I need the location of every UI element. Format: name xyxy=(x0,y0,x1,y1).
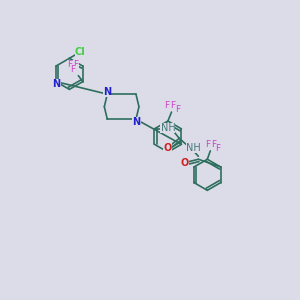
Text: O: O xyxy=(181,158,189,168)
Text: F: F xyxy=(74,60,79,69)
Text: N: N xyxy=(103,87,111,97)
Text: F: F xyxy=(70,65,76,74)
Text: Cl: Cl xyxy=(75,47,86,57)
Text: N: N xyxy=(133,117,141,127)
Text: F: F xyxy=(68,60,73,69)
Text: F: F xyxy=(170,101,175,110)
Text: NH: NH xyxy=(160,123,175,133)
Text: F: F xyxy=(206,140,211,149)
Text: F: F xyxy=(164,101,169,110)
Text: F: F xyxy=(176,105,181,114)
Text: NH: NH xyxy=(186,143,200,153)
Text: N: N xyxy=(52,79,61,89)
Text: O: O xyxy=(163,143,171,153)
Text: F: F xyxy=(215,144,220,153)
Text: F: F xyxy=(211,140,217,149)
